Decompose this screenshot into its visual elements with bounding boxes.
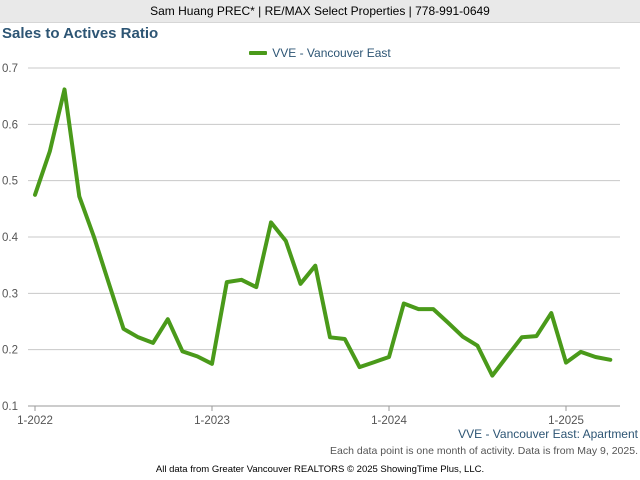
y-tick-label: 0.4 bbox=[2, 232, 19, 244]
y-tick-label: 0.3 bbox=[2, 288, 18, 300]
y-tick-label: 0.5 bbox=[2, 176, 18, 188]
legend-label: VVE - Vancouver East bbox=[272, 46, 391, 60]
data-note: Each data point is one month of activity… bbox=[330, 445, 638, 457]
y-tick-label: 0.7 bbox=[2, 63, 18, 75]
y-tick-label: 0.6 bbox=[2, 119, 18, 131]
x-tick-label: 1-2023 bbox=[194, 415, 230, 427]
agent-banner-text: Sam Huang PREC* | RE/MAX Select Properti… bbox=[150, 4, 490, 18]
line-chart: 0.1 0.2 0.3 0.4 0.5 0.6 0.7 1-2022 1-2023 1-2024 1… bbox=[2, 63, 620, 427]
x-tick-label: 1-2022 bbox=[17, 415, 53, 427]
agent-banner: Sam Huang PREC* | RE/MAX Select Properti… bbox=[0, 0, 640, 23]
series-caption: VVE - Vancouver East: Apartment bbox=[458, 427, 638, 441]
y-tick-label: 0.1 bbox=[2, 401, 18, 413]
footer-credit: All data from Greater Vancouver REALTORS… bbox=[155, 464, 485, 475]
chart-title: Sales to Actives Ratio bbox=[2, 25, 159, 42]
x-tick-label: 1-2024 bbox=[371, 415, 407, 427]
series-line bbox=[33, 87, 613, 378]
x-tick-label: 1-2025 bbox=[548, 415, 584, 427]
y-tick-label: 0.2 bbox=[2, 345, 18, 357]
chart-legend[interactable]: VVE - Vancouver East bbox=[0, 45, 640, 61]
legend-swatch bbox=[249, 51, 268, 55]
